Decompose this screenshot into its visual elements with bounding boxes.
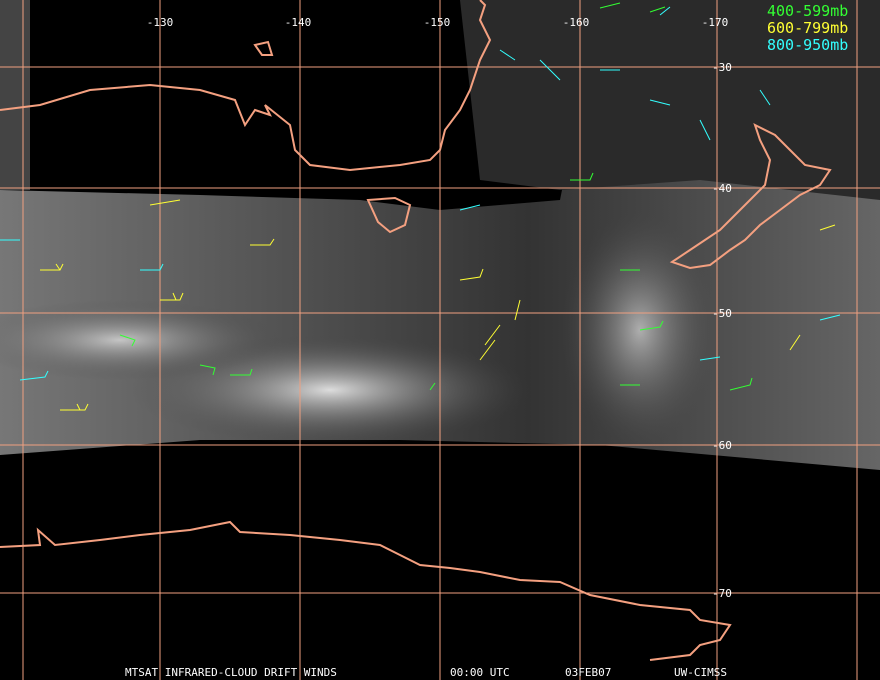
footer-source: UW-CIMSS: [674, 666, 727, 679]
footer-time: 00:00 UTC: [450, 666, 510, 679]
footer-date: 03FEB07: [565, 666, 611, 679]
legend-entry: 400-599mb: [767, 2, 848, 20]
cloud-imagery-north: [460, 0, 880, 200]
footer-product: MTSAT INFRARED-CLOUD DRIFT WINDS: [125, 666, 337, 679]
coastline-tasmania: [366, 196, 412, 234]
cloud-imagery-west: [0, 0, 30, 190]
longitude-label: -140: [285, 16, 312, 29]
wind-barbs: [0, 2, 841, 411]
latitude-label: -70: [712, 587, 732, 600]
coastline-island: [253, 40, 274, 56]
wind-barb: [0, 6, 841, 381]
wind-barb: [119, 2, 753, 391]
coastline-australia: [0, 0, 492, 172]
latitude-label: -50: [712, 307, 732, 320]
coastline-new-zealand: [669, 123, 832, 270]
longitude-label: -150: [424, 16, 451, 29]
legend-entry: 800-950mb: [767, 36, 848, 54]
latitude-label: -40: [712, 182, 732, 195]
longitude-label: -160: [563, 16, 590, 29]
longitude-label: -130: [147, 16, 174, 29]
longitude-label: -170: [702, 16, 729, 29]
wind-barb: [40, 199, 836, 411]
latitude-label: -60: [712, 439, 732, 452]
legend-entry: 600-799mb: [767, 19, 848, 37]
latitude-label: -30: [712, 61, 732, 74]
footer: MTSAT INFRARED-CLOUD DRIFT WINDS 00:00 U…: [125, 666, 727, 679]
bright-cloud: [0, 300, 280, 380]
coastline-antarctica: [0, 520, 732, 661]
